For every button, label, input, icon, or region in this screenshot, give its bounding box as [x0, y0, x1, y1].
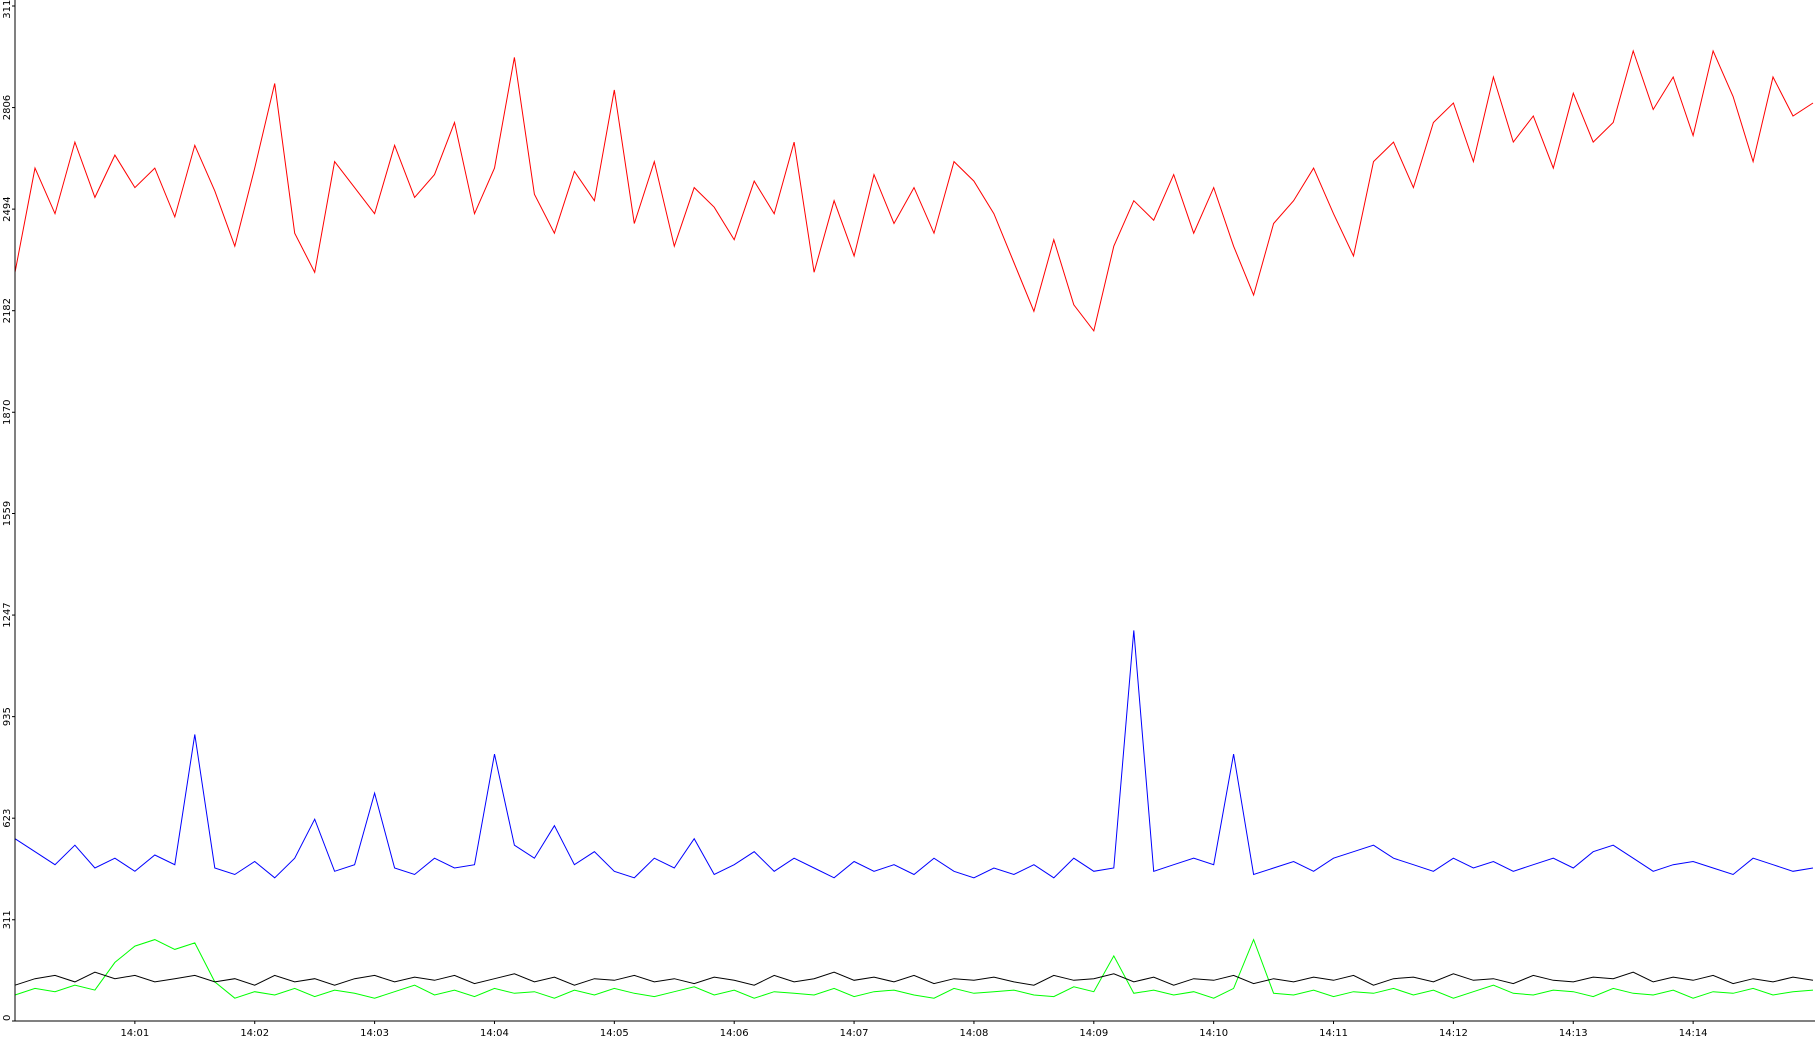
x-tick-label: 14:03	[360, 1028, 389, 1039]
series-line	[14, 49, 1814, 333]
x-tick-label: 14:12	[1439, 1028, 1468, 1039]
x-tick-label: 14:10	[1199, 1028, 1228, 1039]
series-line	[14, 938, 1814, 999]
y-tick-label: 935	[2, 707, 13, 726]
y-tick-label: 3118	[2, 0, 13, 19]
series-line	[14, 971, 1814, 986]
x-tick-label: 14:01	[120, 1028, 149, 1039]
x-tick-label: 14:13	[1559, 1028, 1588, 1039]
x-tick-label: 14:14	[1679, 1028, 1708, 1039]
x-tick-label: 14:08	[960, 1028, 989, 1039]
y-tick-label: 623	[2, 809, 13, 828]
x-tick-label: 14:02	[240, 1028, 269, 1039]
x-tick-label: 14:09	[1079, 1028, 1108, 1039]
y-tick-label: 1247	[2, 602, 13, 627]
y-tick-label: 1870	[2, 400, 13, 425]
y-tick-label: 2182	[2, 298, 13, 323]
y-tick-label: 0	[2, 1015, 13, 1021]
y-tick-label: 2494	[2, 196, 13, 221]
x-tick-label: 14:05	[600, 1028, 629, 1039]
x-tick-label: 14:07	[840, 1028, 869, 1039]
series-line	[14, 630, 1814, 879]
y-tick-label: 311	[2, 910, 13, 929]
x-tick-label: 14:06	[720, 1028, 749, 1039]
y-tick-label: 2806	[2, 95, 13, 120]
x-tick-label: 14:04	[480, 1028, 509, 1039]
y-tick-label: 1559	[2, 501, 13, 526]
x-tick-label: 14:11	[1319, 1028, 1348, 1039]
